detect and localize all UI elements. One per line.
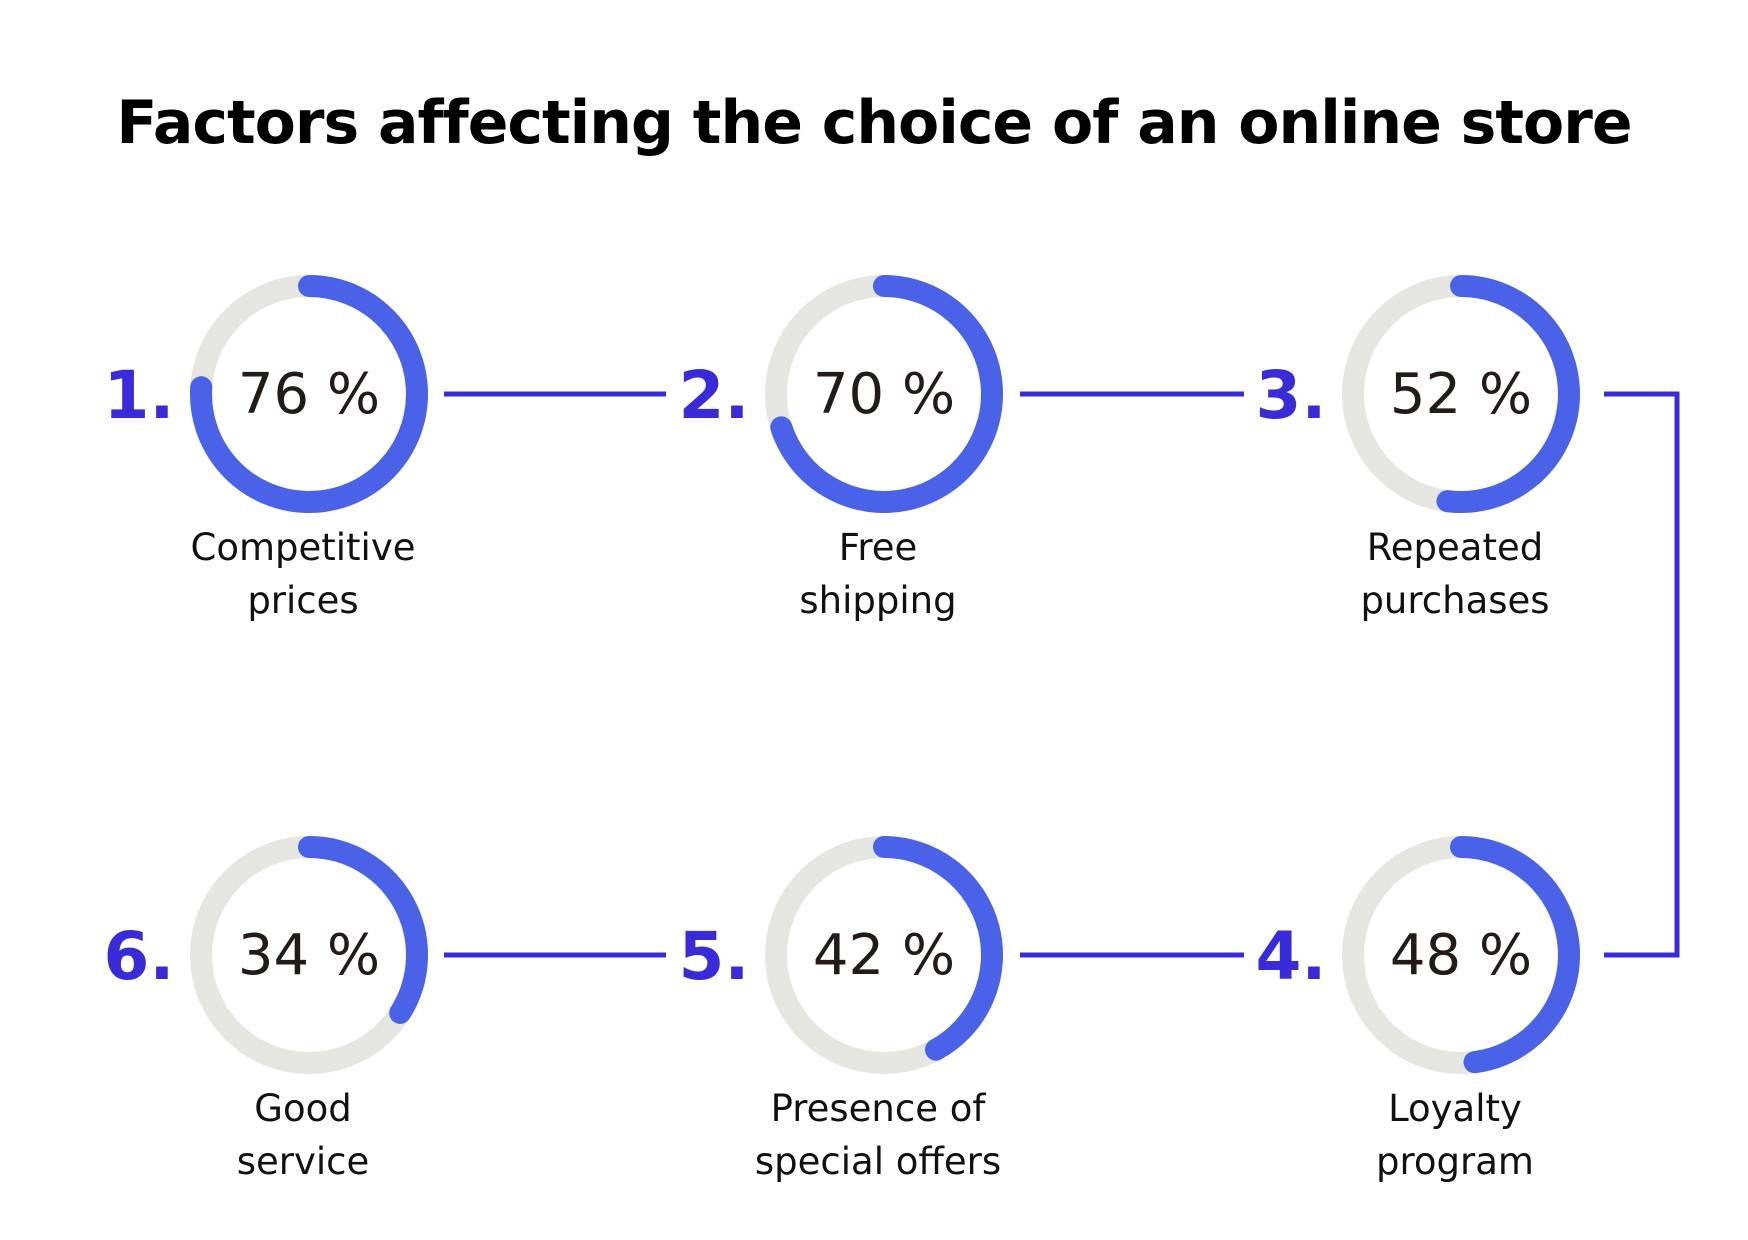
factor-label-2-line-2: shipping [799,579,956,622]
percent-label-4: 48 % [1390,923,1532,988]
rank-number-4: 4. [1256,918,1327,995]
rank-number-2: 2. [679,357,750,434]
rank-number-3: 3. [1256,357,1327,434]
factor-label-5-line-1: Presence of [771,1087,987,1130]
percent-label-2: 70 % [813,362,955,427]
factor-label-6-line-1: Good [254,1087,351,1130]
donut-arc-4 [1450,836,1580,1074]
factor-label-6-line-2: service [237,1140,370,1183]
factor-label-5-line-2: special offers [755,1140,1001,1183]
connector-3-4 [1604,391,1680,958]
rank-number-1: 1. [104,357,175,434]
percent-label-3: 52 % [1390,362,1532,427]
donut-arc-3 [1436,275,1580,513]
factor-label-4-line-1: Loyalty [1388,1087,1522,1130]
percent-label-5: 42 % [813,923,955,988]
percent-label-6: 34 % [238,923,380,988]
donut-arc-6 [298,836,428,1024]
donut-arc-2 [770,275,1003,513]
factor-label-4-line-2: program [1376,1140,1534,1183]
factor-label-1-line-2: prices [247,579,358,622]
factor-label-2-line-1: Free [839,526,918,569]
factor-label-1-line-1: Competitive [191,526,416,569]
chart-title: Factors affecting the choice of an onlin… [116,88,1632,158]
donut-arc-1 [190,275,428,513]
donut-arc-5 [873,836,1003,1061]
factor-label-3-line-2: purchases [1360,579,1549,622]
rank-number-6: 6. [104,918,175,995]
percent-label-1: 76 % [238,362,380,427]
factor-label-3-line-1: Repeated [1367,526,1544,569]
rank-number-5: 5. [679,918,750,995]
